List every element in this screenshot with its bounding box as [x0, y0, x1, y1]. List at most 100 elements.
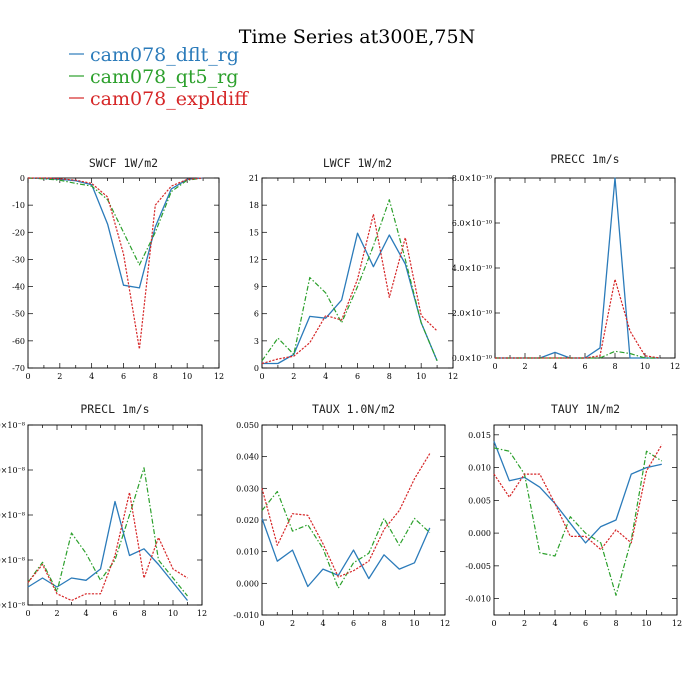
series-line-precc-dflt	[495, 177, 660, 359]
panel-precl: PRECL 1m/s 0 2 4 6 8 10 12 0×10⁻⁸ 2.0×10⁻⁸ 4.0×10⁻…	[0, 402, 207, 618]
panel-swcf: SWCF 1W/m2 0 2 4 6 8 10 12 -70 -60 -50 -40 -30 -20 -10…	[12, 156, 224, 381]
plot-frame-precc	[494, 177, 676, 359]
series-line-precl-qt5	[27, 467, 188, 597]
series-line-precl-dflt	[27, 500, 189, 601]
y-tick-label: 6.0×10⁻¹⁰	[452, 219, 492, 228]
y-tick-label: 0	[20, 174, 25, 183]
y-tick-label: 0.030	[236, 484, 259, 493]
x-tick-label: 8	[141, 609, 146, 618]
y-tick-label: 6	[254, 310, 259, 319]
series-line-swcf-dflt	[27, 177, 204, 289]
y-tick-label: 2.0×10⁻¹⁰	[452, 309, 492, 318]
x-tick-label: 10	[641, 619, 651, 628]
x-tick-label: 0	[491, 619, 496, 628]
series-line-swcf-qt5	[27, 177, 204, 266]
panel-taux: TAUX 1.0N/m2 0 2 4 6 8 10 12 -0.010 0.000 0.010 0.0…	[233, 402, 450, 628]
y-tick-label: 8.0×10⁻⁸	[0, 421, 25, 430]
series-line-lwcf-expldiff	[261, 213, 438, 365]
x-tick-label: 0	[259, 619, 264, 628]
panel-precc: PRECC 1m/s 0 2 4 6 8 10 12 0.0×10⁻¹⁰ 2.0×10⁻¹⁰ 4.0…	[452, 152, 680, 371]
y-tick-label: 18	[249, 201, 259, 210]
x-tick-label: 12	[448, 372, 458, 381]
x-tick-label: 8	[381, 619, 386, 628]
series-line-taux-qt5	[261, 490, 431, 589]
x-tick-label: 2	[54, 609, 59, 618]
panel-lwcf: LWCF 1W/m2 0 2 4 6 8 10 12 0 3 6 9 12 15 18 21	[249, 156, 458, 381]
y-tick-label: 0.000	[468, 529, 491, 538]
x-tick-label: 6	[583, 619, 588, 628]
y-tick-label: 0	[254, 364, 259, 373]
x-tick-label: 10	[416, 372, 426, 381]
x-tick-label: 4	[323, 372, 328, 381]
panel-title-precl: PRECL 1m/s	[80, 402, 149, 416]
y-tick-label: 8.0×10⁻¹⁰	[452, 174, 492, 183]
y-tick-label: 3	[254, 337, 259, 346]
plot-frame-lwcf	[261, 177, 454, 369]
x-tick-label: 6	[351, 619, 356, 628]
y-tick-label: 0.0×10⁻¹⁰	[452, 354, 492, 363]
x-tick-label: 6	[121, 372, 126, 381]
x-tick-label: 12	[440, 619, 450, 628]
x-tick-label: 0	[25, 609, 30, 618]
x-tick-label: 8	[612, 362, 617, 371]
y-tick-label: -30	[12, 255, 25, 264]
x-tick-label: 4	[320, 619, 325, 628]
y-tick-label: 0.040	[236, 453, 259, 462]
panel-title-tauy: TAUY 1N/m2	[551, 402, 620, 416]
series-line-tauy-qt5	[493, 447, 663, 596]
y-tick-label: 2.0×10⁻⁸	[0, 556, 25, 565]
x-tick-label: 12	[214, 372, 224, 381]
series-line-taux-expldiff	[261, 453, 431, 578]
y-tick-label: 0.000	[236, 579, 259, 588]
y-tick-label: -40	[12, 283, 25, 292]
x-tick-label: 0	[25, 372, 30, 381]
y-tick-label: -10	[12, 201, 25, 210]
plot-frame-precl	[27, 424, 203, 606]
x-tick-label: 12	[670, 362, 680, 371]
series-line-lwcf-dflt	[262, 232, 438, 365]
y-tick-label: -50	[12, 310, 25, 319]
x-tick-label: 8	[613, 619, 618, 628]
y-tick-label: 9	[254, 283, 259, 292]
x-tick-label: 4	[89, 372, 94, 381]
y-tick-label: -0.010	[233, 611, 259, 620]
y-tick-label: 0.015	[468, 431, 491, 440]
x-tick-label: 0	[259, 372, 264, 381]
legend-entry-dflt: cam078_dflt_rg	[69, 44, 239, 66]
legend-entry-expldiff: cam078_expldiff	[69, 88, 249, 110]
x-tick-label: 2	[290, 619, 295, 628]
series-line-precc-qt5	[495, 350, 660, 359]
panel-title-taux: TAUX 1.0N/m2	[312, 402, 395, 416]
legend-entry-qt5: cam078_qt5_rg	[69, 66, 238, 88]
x-tick-label: 0	[492, 362, 497, 371]
x-tick-label: 12	[197, 609, 207, 618]
x-tick-label: 8	[387, 372, 392, 381]
y-tick-label: 0.050	[236, 421, 259, 430]
x-tick-label: 4	[552, 619, 557, 628]
series-line-tauy-dflt	[493, 441, 662, 544]
y-tick-label: 12	[249, 255, 259, 264]
series-line-precl-expldiff	[27, 491, 188, 602]
x-tick-label: 2	[522, 362, 527, 371]
x-tick-label: 4	[83, 609, 88, 618]
y-tick-label: 4.0×10⁻⁸	[0, 511, 25, 520]
y-tick-label: 15	[249, 228, 259, 237]
x-tick-label: 10	[168, 609, 178, 618]
panel-title-swcf: SWCF 1W/m2	[89, 156, 158, 170]
y-tick-label: -20	[12, 228, 25, 237]
y-tick-label: 0.010	[236, 548, 259, 557]
x-tick-label: 10	[182, 372, 192, 381]
y-tick-label: 0.020	[236, 516, 259, 525]
y-tick-label: -0.010	[465, 595, 491, 604]
x-tick-label: 6	[355, 372, 360, 381]
x-tick-label: 10	[640, 362, 650, 371]
y-tick-label: 0.010	[468, 464, 491, 473]
y-tick-label: 21	[249, 174, 259, 183]
y-tick-label: 6.0×10⁻⁸	[0, 466, 25, 475]
y-tick-label: 0.005	[468, 496, 491, 505]
y-tick-label: 0×10⁻⁸	[0, 601, 25, 610]
figure-title: Time Series at300E,75N	[239, 26, 475, 48]
x-tick-label: 10	[409, 619, 419, 628]
plot-frame-swcf	[27, 177, 220, 369]
